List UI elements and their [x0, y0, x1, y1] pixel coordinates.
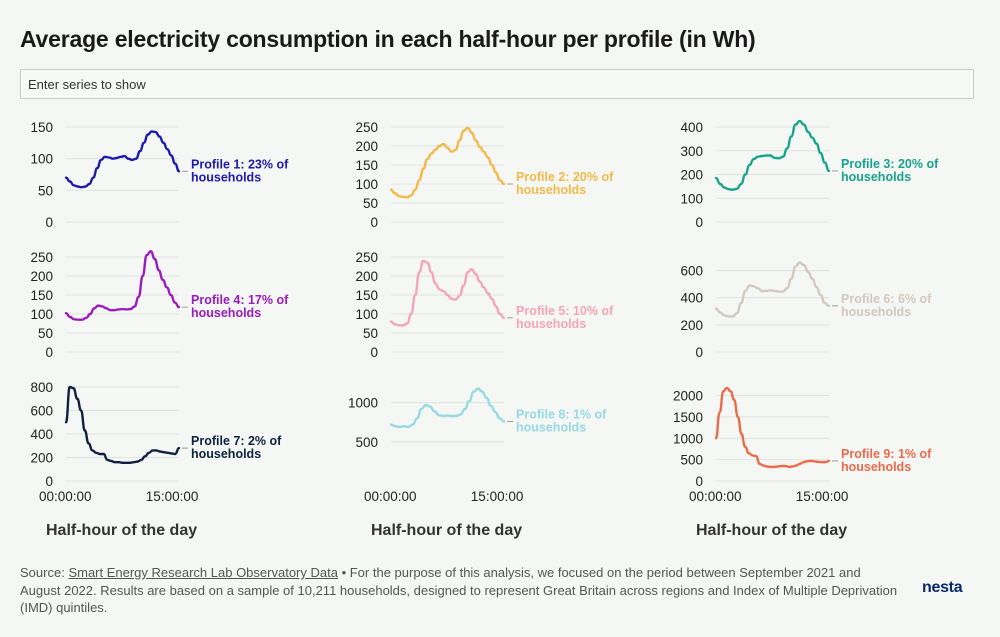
nesta-logo: nesta — [922, 579, 963, 596]
y-tick-label: 500 — [680, 453, 703, 468]
y-tick-label: 400 — [30, 427, 53, 442]
series-line — [714, 261, 831, 318]
series-label-line1: Profile 8: 1% of — [516, 407, 607, 421]
series-line — [389, 387, 506, 429]
x-tick-label: 15:00:00 — [796, 489, 849, 504]
series-label-line2: households — [191, 447, 261, 461]
series-label-line1: Profile 2: 20% of — [516, 170, 614, 184]
series-label-line2: households — [841, 305, 911, 319]
y-tick-label: 0 — [45, 474, 53, 489]
series-line — [714, 386, 831, 469]
y-tick-label: 150 — [355, 158, 378, 173]
series-label-line1: Profile 4: 17% of — [191, 293, 289, 307]
y-tick-label: 100 — [30, 152, 53, 167]
y-tick-label: 0 — [370, 215, 378, 230]
chart-profile-2: 0 50 100 150 200 250 Profile 2: 20% ofhousehol… — [355, 120, 614, 230]
y-tick-label: 250 — [355, 250, 378, 265]
series-label-line2: households — [191, 306, 261, 320]
y-tick-label: 50 — [363, 326, 378, 341]
y-tick-label: 250 — [355, 120, 378, 135]
series-label-line1: Profile 5: 10% of — [516, 304, 614, 318]
series-label-line1: Profile 3: 20% of — [841, 157, 939, 171]
y-tick-label: 150 — [30, 120, 53, 135]
series-label-line1: Profile 1: 23% of — [191, 157, 289, 171]
y-tick-label: 150 — [30, 288, 53, 303]
x-axis-title-col3: Half-hour of the day — [696, 522, 848, 539]
series-label-line1: Profile 6: 6% of — [841, 292, 932, 306]
y-tick-label: 300 — [680, 144, 703, 159]
chart-title: Average electricity consumption in each … — [20, 26, 756, 52]
footer-text: • For the purpose of this analysis, we f… — [20, 565, 898, 615]
y-tick-label: 1000 — [348, 396, 378, 411]
series-label-line2: households — [516, 420, 586, 434]
y-tick-label: 1500 — [673, 410, 703, 425]
x-tick-label: 00:00:00 — [364, 489, 417, 504]
x-tick-label: 00:00:00 — [39, 489, 92, 504]
y-tick-label: 800 — [30, 380, 53, 395]
y-tick-label: 100 — [30, 307, 53, 322]
y-tick-label: 0 — [695, 474, 703, 489]
x-tick-label: 00:00:00 — [689, 489, 742, 504]
series-label-line2: households — [516, 183, 586, 197]
y-tick-label: 250 — [30, 250, 53, 265]
source-prefix: Source: — [20, 565, 65, 580]
x-axis-title-col2: Half-hour of the day — [371, 522, 523, 539]
footer-note: Source: Smart Energy Research Lab Observ… — [20, 564, 900, 617]
x-tick-label: 15:00:00 — [471, 489, 524, 504]
y-tick-label: 200 — [680, 168, 703, 183]
y-tick-label: 50 — [38, 183, 53, 198]
y-tick-label: 400 — [680, 120, 703, 135]
y-tick-label: 50 — [38, 326, 53, 341]
series-line — [714, 119, 831, 191]
y-tick-label: 200 — [355, 269, 378, 284]
y-tick-label: 200 — [30, 269, 53, 284]
chart-profile-4: 0 50 100 150 200 250 Profile 4: 17% ofhousehol… — [30, 250, 289, 360]
x-tick-label: 15:00:00 — [146, 489, 199, 504]
y-tick-label: 100 — [355, 177, 378, 192]
series-label-line1: Profile 9: 1% of — [841, 447, 932, 461]
y-tick-label: 200 — [355, 139, 378, 154]
series-line — [389, 126, 506, 199]
chart-profile-9: 0 500 1000 1500 2000 Profile 9: 1% ofhousehol… — [673, 386, 932, 504]
series-label-line2: households — [841, 460, 911, 474]
y-tick-label: 100 — [680, 191, 703, 206]
y-tick-label: 600 — [30, 404, 53, 419]
y-tick-label: 50 — [363, 196, 378, 211]
series-line — [64, 385, 181, 465]
y-tick-label: 2000 — [673, 389, 703, 404]
y-tick-label: 0 — [45, 345, 53, 360]
y-tick-label: 0 — [695, 215, 703, 230]
series-search-input[interactable] — [20, 69, 974, 99]
y-tick-label: 0 — [45, 215, 53, 230]
y-tick-label: 200 — [30, 451, 53, 466]
chart-profile-5: 0 50 100 150 200 250 Profile 5: 10% ofhousehol… — [355, 250, 614, 360]
series-label-line2: households — [516, 317, 586, 331]
source-link[interactable]: Smart Energy Research Lab Observatory Da… — [68, 565, 338, 580]
series-label-line2: households — [841, 170, 911, 184]
y-tick-label: 0 — [695, 345, 703, 360]
series-line — [64, 250, 181, 321]
y-tick-label: 400 — [680, 291, 703, 306]
y-tick-label: 500 — [355, 435, 378, 450]
y-tick-label: 600 — [680, 264, 703, 279]
series-label-line1: Profile 7: 2% of — [191, 434, 282, 448]
y-tick-label: 200 — [680, 318, 703, 333]
y-tick-label: 100 — [355, 307, 378, 322]
series-label-line2: households — [191, 170, 261, 184]
series-line — [64, 130, 181, 189]
y-tick-label: 150 — [355, 288, 378, 303]
y-tick-label: 0 — [370, 345, 378, 360]
y-tick-label: 1000 — [673, 431, 703, 446]
series-line — [389, 259, 506, 327]
x-axis-title-col1: Half-hour of the day — [46, 522, 198, 539]
